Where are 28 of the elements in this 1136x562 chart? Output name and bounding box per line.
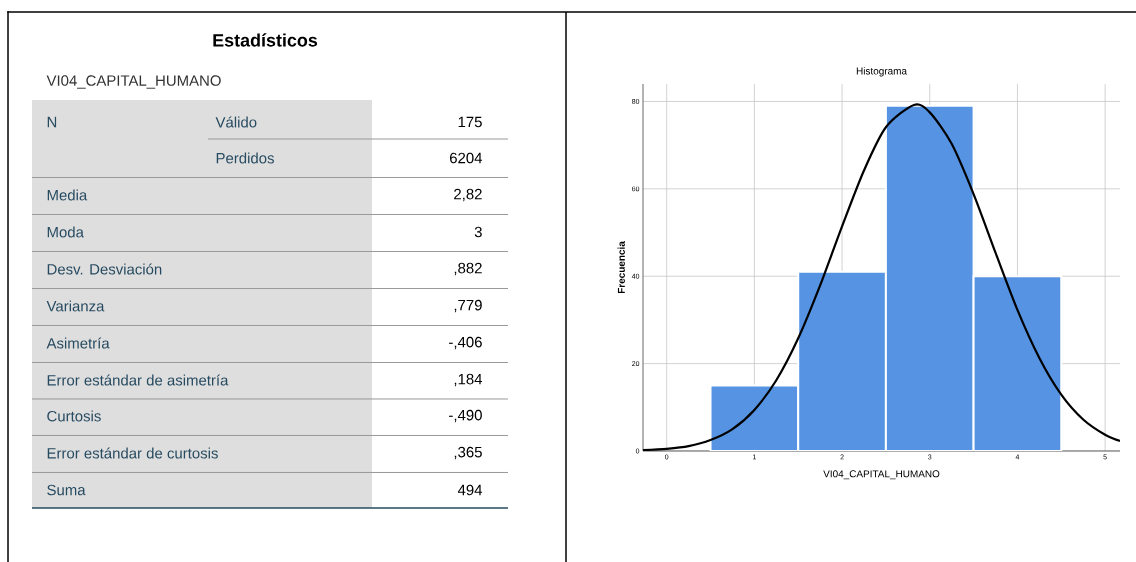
text: Estadísticos bbox=[213, 33, 318, 47]
text: ,184 bbox=[454, 373, 483, 387]
text: -,490 bbox=[449, 409, 482, 423]
text: Perdidos bbox=[216, 152, 274, 164]
text: 3 bbox=[474, 226, 482, 238]
text: Error estándar de curtosis bbox=[47, 447, 218, 459]
text: Media bbox=[47, 189, 88, 201]
text: 6204 bbox=[450, 152, 483, 164]
text: Varianza bbox=[46, 300, 105, 312]
text: N bbox=[47, 116, 57, 128]
text: Moda bbox=[47, 226, 84, 238]
text: -,406 bbox=[449, 336, 482, 350]
text: 175 bbox=[458, 116, 482, 128]
y-axis-title: Frecuencia bbox=[617, 241, 625, 294]
text: 494 bbox=[457, 484, 483, 496]
text: Suma bbox=[47, 484, 86, 496]
text: Curtosis bbox=[47, 410, 101, 422]
text: Desv. Desviación bbox=[47, 263, 162, 275]
text: ,365 bbox=[454, 446, 482, 460]
text: ,882 bbox=[454, 262, 482, 276]
text: VI04_CAPITAL_HUMANO bbox=[46, 75, 221, 89]
chart-title: Histograma bbox=[856, 67, 907, 77]
text: 2,82 bbox=[454, 188, 482, 202]
text: ,779 bbox=[454, 299, 482, 313]
text: Asimetría bbox=[46, 337, 110, 349]
x-axis-title: VI04_CAPITAL_HUMANO bbox=[823, 470, 940, 480]
text: Error estándar de asimetría bbox=[47, 374, 229, 386]
text: Válido bbox=[215, 116, 257, 128]
